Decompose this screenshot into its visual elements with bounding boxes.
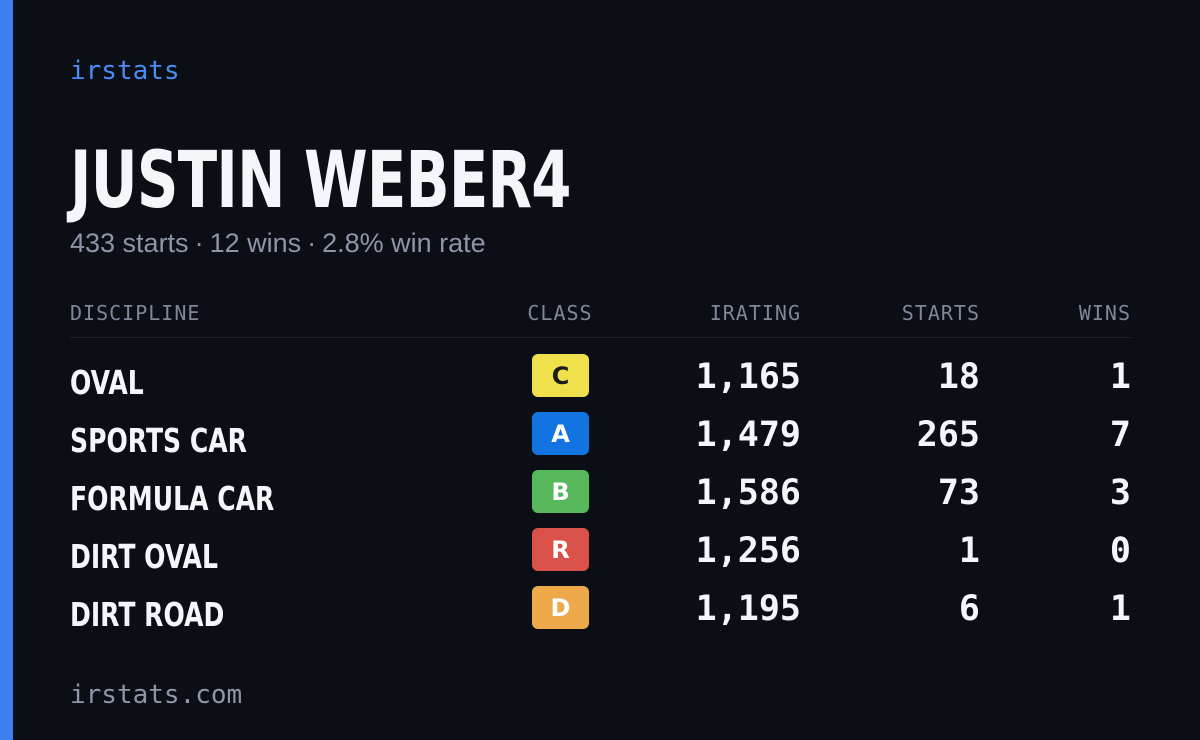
table-row: SPORTS CAR A 1,479 265 7 (70, 396, 1131, 460)
table-header: DISCIPLINE CLASS IRATING STARTS WINS (70, 296, 1131, 338)
header-class-label: CLASS (527, 301, 593, 325)
class-badge: R (532, 528, 589, 571)
wins-value: 7 (1109, 415, 1131, 455)
driver-name: JUSTIN WEBER4 (70, 136, 571, 226)
irating-value: 1,586 (695, 473, 801, 513)
class-badge: B (532, 470, 589, 513)
win-rate: 2.8% win rate (322, 228, 486, 258)
class-badge: A (532, 412, 589, 455)
header-starts: STARTS (901, 301, 980, 325)
starts-value: 6 (958, 589, 980, 629)
table-row: FORMULA CAR B 1,586 73 3 (70, 454, 1131, 518)
class-badge: D (532, 586, 589, 629)
summary-separator: · (194, 228, 204, 258)
wins-value: 3 (1109, 473, 1131, 513)
wins-value: 0 (1109, 531, 1131, 571)
header-irating: IRATING (709, 301, 801, 325)
table-row: OVAL C 1,165 18 1 (70, 338, 1131, 402)
header-discipline: DISCIPLINE (70, 301, 201, 325)
summary-separator: · (307, 228, 317, 258)
driver-summary: 433 starts · 12 wins · 2.8% win rate (70, 228, 486, 259)
header-wins: WINS (1078, 301, 1131, 325)
wins-count: 12 wins (209, 228, 302, 258)
wins-value: 1 (1109, 589, 1131, 629)
discipline-name: SPORTS CAR (70, 421, 247, 460)
starts-count: 433 starts (70, 228, 189, 258)
discipline-table: DISCIPLINE CLASS IRATING STARTS WINS OVA… (70, 296, 1131, 634)
irating-value: 1,479 (695, 415, 801, 455)
footer-url: irstats.com (70, 680, 243, 710)
starts-value: 73 (937, 473, 980, 513)
accent-bar (0, 0, 13, 740)
table-row: DIRT ROAD D 1,195 6 1 (70, 570, 1131, 634)
discipline-name: DIRT OVAL (70, 537, 218, 576)
starts-value: 265 (916, 415, 980, 455)
irating-value: 1,195 (695, 589, 801, 629)
brand-logo: irstats (70, 56, 180, 86)
starts-value: 1 (958, 531, 980, 571)
table-row: DIRT OVAL R 1,256 1 0 (70, 512, 1131, 576)
discipline-name: DIRT ROAD (70, 595, 225, 634)
wins-value: 1 (1109, 357, 1131, 397)
irating-value: 1,256 (695, 531, 801, 571)
discipline-name: FORMULA CAR (70, 479, 275, 518)
irating-value: 1,165 (695, 357, 801, 397)
class-badge: C (532, 354, 589, 397)
starts-value: 18 (937, 357, 980, 397)
discipline-name: OVAL (70, 363, 144, 402)
